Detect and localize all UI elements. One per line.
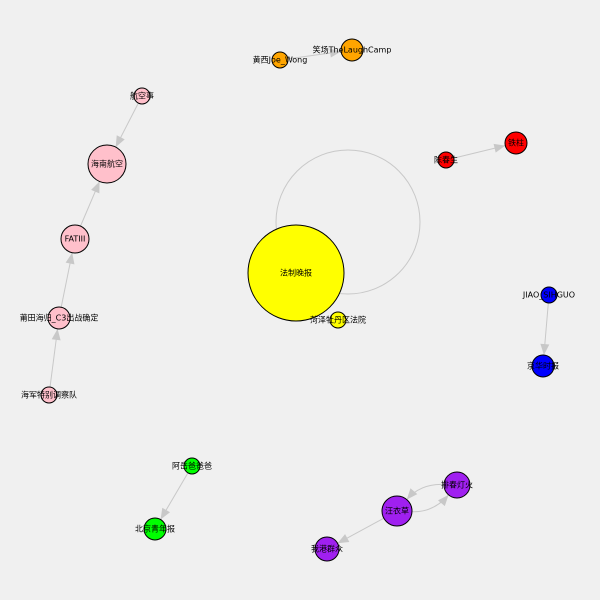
node-paichun[interactable]: 排春灯火 <box>441 471 473 499</box>
node-circle[interactable] <box>540 286 558 304</box>
node-xiaochang[interactable]: 笑场TheLaughCamp <box>313 38 392 62</box>
node-circle[interactable] <box>87 144 127 184</box>
edge-huang-to-xiaochang-arrowhead <box>329 48 342 58</box>
node-fazhi[interactable]: 法制晚报 <box>247 224 345 322</box>
node-beijing[interactable]: 北京青年报 <box>135 517 175 541</box>
node-chenjie[interactable]: 陈春生 <box>434 151 458 169</box>
node-hainan[interactable]: 海南航空 <box>87 144 127 184</box>
edge-paichun-to-zhiyi-arrowhead <box>406 488 418 500</box>
edge-putian-to-fatiii-arrowhead <box>65 252 75 265</box>
node-heze[interactable]: 菏泽牡丹区法院 <box>310 311 366 329</box>
node-label: 我港群众 <box>311 544 343 554</box>
edge-zhiyi-to-paichun-arrowhead <box>437 494 449 507</box>
node-label: FATIII <box>65 235 86 244</box>
node-xianggang[interactable]: 我港群众 <box>311 536 343 562</box>
node-circle[interactable] <box>443 471 471 499</box>
node-tiezhu[interactable]: 铁柱 <box>504 131 528 155</box>
node-label: 海军特别调察队 <box>21 390 77 400</box>
edge-fatiii-to-hainan-arrowhead <box>91 181 100 194</box>
node-circle[interactable] <box>60 224 90 254</box>
node-zhiyi[interactable]: 汪衣草 <box>381 495 413 527</box>
node-label: JIAO_SIHGUO <box>522 291 575 300</box>
node-label: 铁柱 <box>508 138 524 148</box>
node-label: 法制晚报 <box>280 268 312 278</box>
node-circle[interactable] <box>47 306 71 330</box>
node-label: 航空事 <box>130 91 154 101</box>
node-circle[interactable] <box>504 131 528 155</box>
node-circle[interactable] <box>531 354 555 378</box>
node-circle[interactable] <box>271 51 289 69</box>
node-fatiii[interactable]: FATIII <box>60 224 90 254</box>
self-loop-edge <box>275 149 421 295</box>
node-putian[interactable]: 莆田海归_C3出战确定 <box>20 306 99 330</box>
node-hangkong[interactable]: 航空事 <box>130 87 154 105</box>
node-ahe[interactable]: 阿岳爸爸爸 <box>172 457 212 475</box>
node-label: 笑场TheLaughCamp <box>313 45 392 55</box>
edge-zhiyi-to-xianggang-arrowhead <box>337 534 350 544</box>
node-huang[interactable]: 黄西Joe_Wong <box>253 51 308 69</box>
node-label: 黄西Joe_Wong <box>253 55 308 65</box>
node-label: 海南航空 <box>91 159 123 169</box>
node-label: 莆田海归_C3出战确定 <box>20 313 99 323</box>
node-circle[interactable] <box>143 517 167 541</box>
node-circle[interactable] <box>183 457 201 475</box>
edge-chenjie-to-tiezhu-arrowhead <box>493 143 506 153</box>
node-jiao[interactable]: JIAO_SIHGUO <box>522 286 575 304</box>
node-label: 汪衣草 <box>385 506 409 516</box>
edge-hangkong-to-hainan-arrowhead <box>115 135 125 148</box>
node-circle[interactable] <box>329 311 347 329</box>
node-circle[interactable] <box>133 87 151 105</box>
edges-layer <box>49 48 550 544</box>
node-label: 陈春生 <box>434 155 458 165</box>
node-circle[interactable] <box>381 495 413 527</box>
node-label: 阿岳爸爸爸 <box>172 461 212 471</box>
node-haijun[interactable]: 海军特别调察队 <box>21 386 77 404</box>
node-label: 菏泽牡丹区法院 <box>310 315 366 325</box>
node-circle[interactable] <box>247 224 345 322</box>
edge-jiao-to-jing-arrowhead <box>540 343 550 356</box>
node-circle[interactable] <box>340 38 364 62</box>
node-label: 北京青年报 <box>135 524 175 534</box>
node-jing[interactable]: 京华时报 <box>527 354 559 378</box>
node-circle[interactable] <box>437 151 455 169</box>
edge-haijun-to-putian-arrowhead <box>51 328 61 341</box>
node-label: 排春灯火 <box>441 480 473 490</box>
node-circle[interactable] <box>314 536 340 562</box>
node-circle[interactable] <box>40 386 58 404</box>
edge-ahe-to-beijing-arrowhead <box>160 507 171 520</box>
node-label: 京华时报 <box>527 361 559 371</box>
